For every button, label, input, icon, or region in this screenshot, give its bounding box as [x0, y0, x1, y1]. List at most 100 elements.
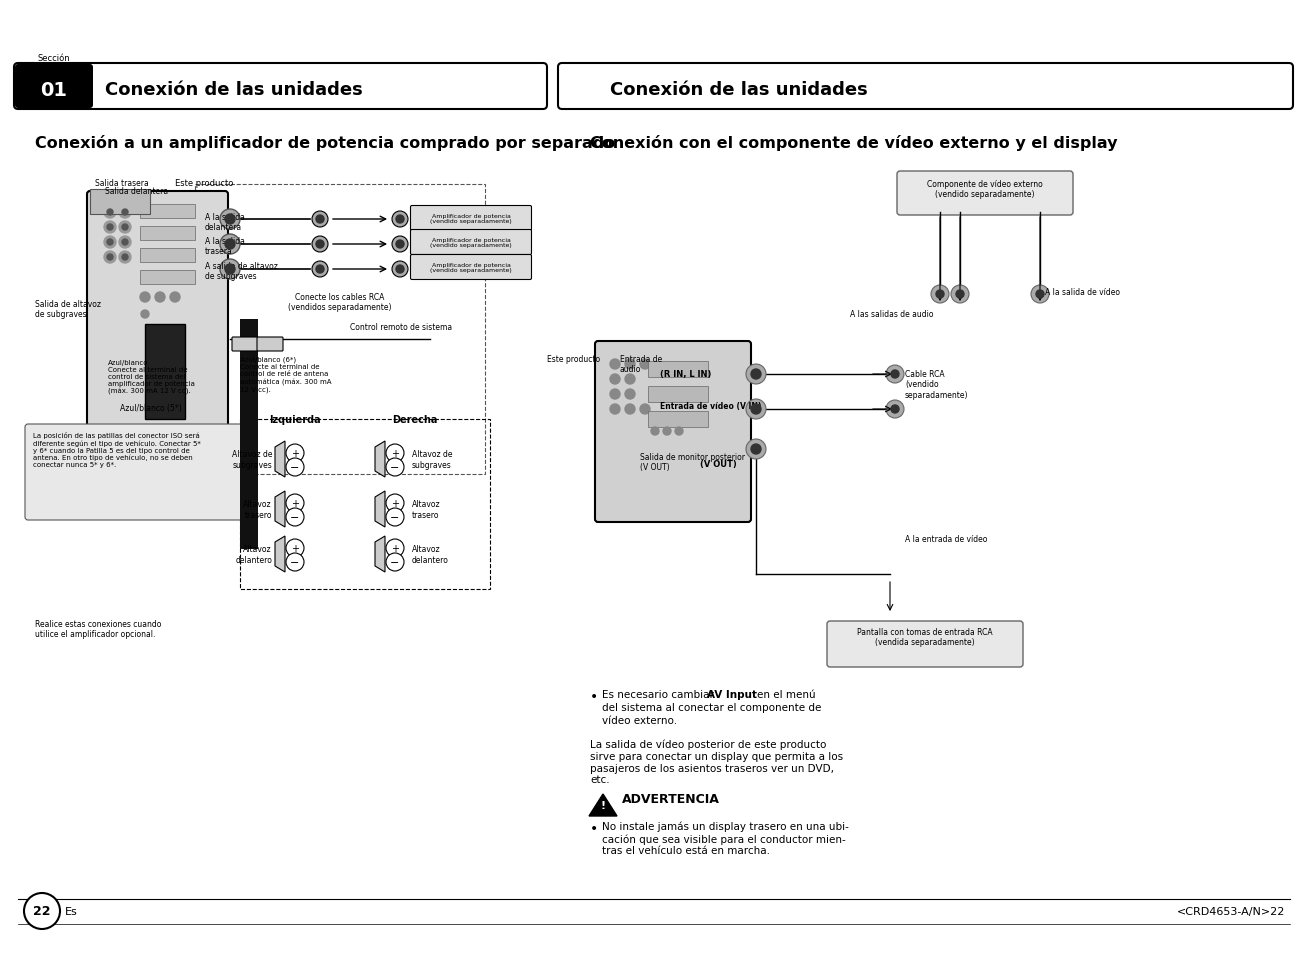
Circle shape: [286, 554, 305, 572]
Circle shape: [396, 215, 404, 224]
Circle shape: [122, 254, 128, 261]
Circle shape: [386, 495, 404, 513]
Text: −: −: [391, 462, 400, 473]
Circle shape: [752, 370, 761, 379]
Text: Salida de monitor posterior
(V OUT): Salida de monitor posterior (V OUT): [640, 453, 745, 472]
FancyBboxPatch shape: [25, 424, 246, 520]
Text: •: •: [589, 689, 599, 703]
Circle shape: [640, 405, 650, 415]
Text: +: +: [291, 449, 299, 458]
Circle shape: [674, 428, 684, 436]
Text: Entrada de
audio: Entrada de audio: [620, 355, 663, 374]
FancyBboxPatch shape: [257, 337, 284, 352]
Circle shape: [886, 400, 904, 418]
Bar: [140, 227, 195, 241]
Text: Amplificador de potencia
(vendido separadamente): Amplificador de potencia (vendido separa…: [430, 213, 512, 224]
FancyBboxPatch shape: [897, 172, 1073, 215]
Text: +: +: [391, 543, 399, 554]
Text: Amplificador de potencia
(vendido separadamente): Amplificador de potencia (vendido separa…: [430, 237, 512, 248]
Text: A las salidas de audio: A las salidas de audio: [850, 310, 933, 318]
Text: A la salida
trasera: A la salida trasera: [205, 236, 244, 256]
Text: Control remoto de sistema: Control remoto de sistema: [350, 323, 452, 332]
Text: Derecha: Derecha: [392, 415, 438, 424]
Bar: [145, 325, 186, 419]
Circle shape: [316, 266, 324, 274]
Text: Componente de vídeo externo
(vendido separadamente): Componente de vídeo externo (vendido sep…: [927, 180, 1043, 199]
Text: La salida de vídeo posterior de este producto
sirve para conectar un display que: La salida de vídeo posterior de este pro…: [589, 740, 843, 784]
Circle shape: [392, 236, 408, 253]
Text: Sección: Sección: [38, 54, 71, 63]
Text: Es: Es: [65, 906, 77, 916]
Text: AV Input: AV Input: [707, 689, 757, 700]
Text: Entrada de vídeo (V IN): Entrada de vídeo (V IN): [660, 401, 762, 411]
FancyBboxPatch shape: [410, 255, 532, 280]
Polygon shape: [589, 794, 617, 816]
Text: (R IN, L IN): (R IN, L IN): [660, 370, 711, 378]
Text: Conexión con el componente de vídeo externo y el display: Conexión con el componente de vídeo exte…: [589, 135, 1117, 151]
Text: Altavoz de
subgraves: Altavoz de subgraves: [412, 450, 452, 469]
Text: ADVERTENCIA: ADVERTENCIA: [622, 793, 720, 805]
Circle shape: [122, 240, 128, 246]
Circle shape: [746, 399, 766, 419]
Circle shape: [746, 439, 766, 459]
Text: −: −: [290, 462, 299, 473]
Circle shape: [312, 212, 328, 228]
Bar: [648, 361, 708, 377]
Text: Pantalla con tomas de entrada RCA
(vendida separadamente): Pantalla con tomas de entrada RCA (vendi…: [857, 627, 993, 647]
Circle shape: [225, 265, 235, 274]
Circle shape: [610, 375, 620, 385]
Circle shape: [651, 428, 659, 436]
Bar: [140, 271, 195, 285]
Polygon shape: [274, 492, 285, 527]
Text: Es necesario cambiar: Es necesario cambiar: [603, 689, 718, 700]
Polygon shape: [274, 537, 285, 573]
Text: +: +: [391, 449, 399, 458]
Circle shape: [107, 254, 112, 261]
Circle shape: [170, 293, 180, 303]
Bar: [195, 185, 485, 475]
Text: No instale jamás un display trasero en una ubi-
cación que sea visible para el c: No instale jamás un display trasero en u…: [603, 821, 848, 856]
Text: −: −: [290, 558, 299, 567]
Circle shape: [625, 375, 635, 385]
Text: Azul/blanco (5*): Azul/blanco (5*): [120, 403, 182, 413]
Circle shape: [891, 406, 899, 414]
Text: Azul/blanco
Conecte al terminal de
control de sistema del
amplificador de potenc: Azul/blanco Conecte al terminal de contr…: [108, 359, 195, 395]
Text: !: !: [600, 801, 605, 810]
FancyBboxPatch shape: [14, 65, 93, 109]
Text: −: −: [391, 558, 400, 567]
Text: Altavoz
delantero: Altavoz delantero: [235, 545, 272, 564]
Circle shape: [286, 509, 305, 526]
Circle shape: [141, 311, 149, 318]
Circle shape: [610, 390, 620, 399]
Circle shape: [24, 893, 60, 929]
Circle shape: [936, 291, 944, 298]
Text: −: −: [391, 513, 400, 522]
Circle shape: [951, 286, 968, 304]
Text: +: +: [291, 543, 299, 554]
Circle shape: [886, 366, 904, 384]
Polygon shape: [375, 492, 386, 527]
Text: A la salida
delantera: A la salida delantera: [205, 213, 244, 233]
Text: Salida delantera: Salida delantera: [105, 187, 169, 195]
Circle shape: [107, 240, 112, 246]
Text: Altavoz
delantero: Altavoz delantero: [412, 545, 448, 564]
FancyBboxPatch shape: [595, 341, 752, 522]
Text: Conexión de las unidades: Conexión de las unidades: [105, 81, 363, 99]
Circle shape: [386, 458, 404, 476]
Circle shape: [286, 444, 305, 462]
Text: vídeo externo.: vídeo externo.: [603, 716, 677, 725]
Circle shape: [119, 222, 131, 233]
Circle shape: [752, 444, 761, 455]
Text: A la entrada de vídeo: A la entrada de vídeo: [904, 535, 987, 543]
Circle shape: [119, 252, 131, 264]
FancyBboxPatch shape: [558, 64, 1293, 110]
Text: <CRD4653-A/N>22: <CRD4653-A/N>22: [1176, 906, 1285, 916]
Text: Izquierda: Izquierda: [269, 415, 320, 424]
Bar: [90, 190, 150, 214]
Circle shape: [386, 444, 404, 462]
Circle shape: [156, 293, 165, 303]
Bar: [648, 387, 708, 402]
Circle shape: [286, 458, 305, 476]
Circle shape: [105, 222, 116, 233]
Text: Realice estas conexiones cuando
utilice el amplificador opcional.: Realice estas conexiones cuando utilice …: [35, 619, 161, 639]
